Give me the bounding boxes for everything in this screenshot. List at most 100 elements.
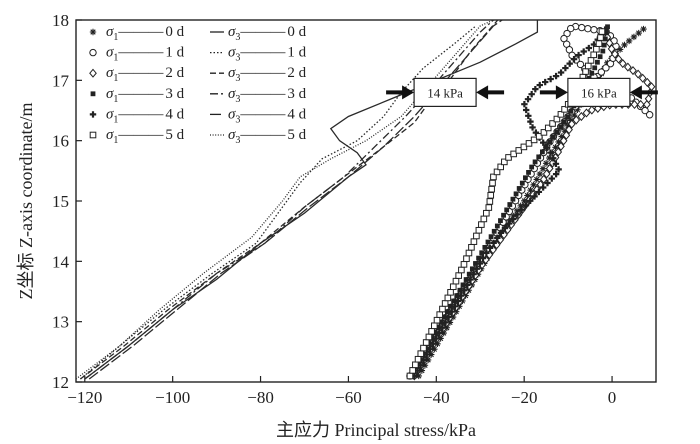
data-point: [546, 154, 553, 162]
data-point: [514, 211, 521, 218]
data-point: [513, 191, 519, 197]
data-point: [501, 158, 508, 166]
data-point: [550, 134, 556, 140]
data-point: [420, 356, 427, 364]
data-point: [644, 94, 653, 104]
legend-label: σ3——— 4 d: [228, 106, 307, 125]
data-point: [545, 163, 554, 174]
data-point: [634, 69, 642, 79]
data-point: [561, 106, 568, 113]
data-point: [643, 77, 652, 87]
data-point: [439, 324, 446, 331]
data-point: [584, 62, 592, 70]
data-point: [547, 149, 554, 156]
data-point: [494, 223, 500, 229]
data-point: [421, 362, 429, 369]
data-point: [501, 212, 506, 218]
legend-label: σ3——— 2 d: [228, 65, 307, 84]
data-point: [490, 173, 497, 181]
data-point: [491, 228, 497, 234]
data-point: [457, 287, 463, 293]
data-point: [447, 289, 454, 296]
data-point: [527, 186, 534, 194]
data-point: [590, 26, 598, 34]
y-axis-ticks: 12 13 14 15 16 17 18: [52, 11, 82, 392]
data-point: [470, 238, 478, 245]
y-tick-label: 16: [52, 132, 69, 151]
data-point: [412, 361, 419, 369]
data-point: [469, 266, 475, 272]
x-axis-ticks: −120 −100 −80 −60 −40 −20 0: [67, 376, 616, 407]
x-axis-label: 主应力 Principal stress/kPa: [276, 420, 476, 440]
x-tick-label: 0: [608, 388, 617, 407]
data-point: [564, 122, 572, 130]
data-point: [434, 340, 441, 348]
data-point: [552, 144, 559, 151]
data-point: [420, 344, 427, 352]
data-point: [557, 141, 565, 151]
data-point: [479, 250, 485, 256]
data-point: [466, 271, 472, 277]
data-point: [530, 136, 538, 144]
data-point: [532, 129, 540, 136]
data-point: [584, 24, 592, 33]
data-point: [480, 215, 488, 223]
data-point: [468, 244, 475, 251]
data-point: [414, 355, 422, 363]
data-point: [528, 90, 535, 98]
data-point: [548, 175, 556, 182]
series-sigma3-5d: [76, 20, 494, 380]
data-point: [494, 234, 501, 242]
y-tick-label: 14: [52, 252, 70, 271]
data-point: [523, 175, 528, 181]
data-point: [552, 160, 560, 168]
data-point: [422, 339, 430, 346]
data-point: [580, 48, 587, 55]
data-point: [529, 164, 535, 170]
legend-label: σ1——— 4 d: [106, 106, 185, 125]
data-point: [539, 174, 548, 184]
data-point: [587, 105, 596, 115]
data-point: [602, 64, 610, 72]
data-point: [535, 188, 543, 196]
data-point: [539, 149, 545, 155]
data-point: [457, 292, 465, 299]
legend-item: σ3——— 2 d: [210, 65, 307, 84]
data-point: [562, 130, 571, 140]
data-point: [437, 335, 444, 342]
data-point: [516, 186, 522, 191]
annotation-box: 14 kPa: [386, 77, 505, 108]
data-point: [488, 185, 495, 193]
data-point: [524, 95, 532, 103]
data-point: [448, 303, 453, 309]
y-axis-label: Z坐标 Z-axis coordinate/m: [16, 103, 36, 300]
data-point: [435, 325, 441, 331]
data-point: [625, 37, 633, 45]
data-point: [476, 255, 482, 261]
data-point: [601, 42, 607, 48]
data-point: [431, 322, 438, 330]
data-point: [521, 100, 528, 108]
series-line: [80, 20, 499, 380]
data-point: [498, 218, 503, 224]
series-sigma3-2d: [80, 20, 499, 380]
data-point: [485, 239, 491, 245]
data-point: [454, 293, 460, 299]
legend-label: σ3——— 3 d: [228, 86, 307, 105]
data-point: [460, 282, 466, 288]
data-point: [553, 115, 561, 123]
data-point: [539, 184, 547, 191]
data-point: [470, 270, 477, 278]
y-tick-label: 15: [52, 192, 69, 211]
data-point: [505, 154, 512, 161]
data-point: [487, 192, 495, 199]
data-point: [488, 234, 494, 240]
data-point: [555, 166, 562, 173]
data-point: [482, 244, 488, 250]
data-point: [630, 99, 639, 110]
data-point: [561, 119, 567, 125]
data-point: [536, 170, 544, 178]
data-point: [552, 72, 560, 80]
data-point: [436, 329, 443, 337]
